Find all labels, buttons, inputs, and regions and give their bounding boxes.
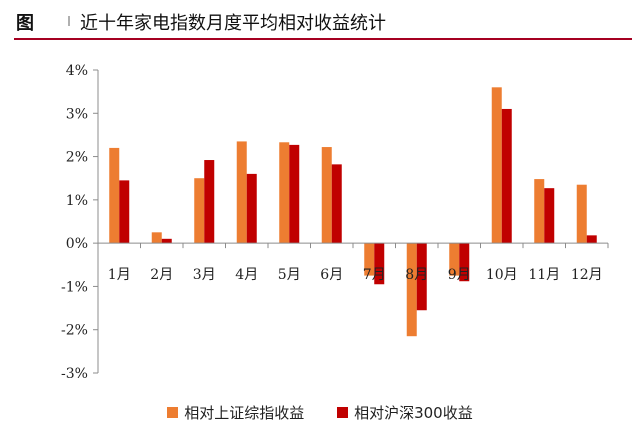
- x-category-label: 9月: [448, 267, 471, 283]
- bar-hs300: [289, 144, 300, 244]
- bar-shanghai: [321, 147, 332, 244]
- y-tick-label: 2%: [66, 150, 88, 166]
- bar-hs300: [416, 243, 427, 311]
- x-category-label: 8月: [405, 267, 428, 283]
- x-category-label: 10月: [486, 267, 518, 283]
- bar-hs300: [119, 180, 130, 244]
- bar-shanghai: [279, 142, 290, 244]
- y-tick-label: -3%: [61, 366, 88, 382]
- bar-shanghai: [491, 87, 502, 244]
- x-category-label: 2月: [150, 267, 173, 283]
- y-tick-label: 1%: [66, 193, 88, 209]
- title-separator: [68, 16, 70, 26]
- bar-hs300: [246, 173, 257, 244]
- bar-hs300: [204, 160, 215, 244]
- x-category-label: 5月: [278, 267, 301, 283]
- x-category-label: 12月: [571, 267, 603, 283]
- bar-hs300: [374, 243, 385, 285]
- chart-title: 近十年家电指数月度平均相对收益统计: [80, 13, 386, 34]
- x-category-label: 4月: [235, 267, 258, 283]
- x-category-label: 3月: [193, 267, 216, 283]
- x-category-label: 1月: [108, 267, 131, 283]
- y-tick-label: -1%: [61, 279, 88, 295]
- legend-label-shanghai: 相对上证综指收益: [184, 404, 305, 422]
- x-category-label: 6月: [320, 267, 343, 283]
- y-tick-label: 4%: [66, 63, 88, 79]
- bar-shanghai: [236, 141, 247, 244]
- bar-shanghai: [449, 243, 460, 276]
- legend-swatch-hs300: [337, 407, 349, 418]
- bar-shanghai: [151, 232, 162, 244]
- y-tick-label: -2%: [61, 323, 88, 339]
- x-category-label: 11月: [528, 267, 560, 283]
- y-tick-label: 0%: [66, 236, 88, 252]
- bar-shanghai: [406, 243, 417, 337]
- bar-hs300: [161, 238, 172, 244]
- bar-shanghai: [576, 184, 587, 244]
- y-tick-label: 3%: [66, 106, 88, 122]
- legend: 相对上证综指收益 相对沪深300收益: [0, 402, 640, 423]
- bar-hs300: [544, 188, 555, 244]
- bar-shanghai: [109, 147, 120, 244]
- x-category-label: 7月: [363, 267, 386, 283]
- figure-label: 图: [16, 13, 34, 34]
- bar-hs300: [586, 235, 597, 244]
- legend-item-hs300: 相对沪深300收益: [337, 402, 473, 423]
- title-bar: 图 近十年家电指数月度平均相对收益统计: [14, 4, 632, 40]
- legend-label-hs300: 相对沪深300收益: [354, 404, 473, 422]
- bar-hs300: [501, 108, 512, 244]
- legend-swatch-shanghai: [167, 407, 179, 418]
- bar-hs300: [459, 243, 470, 282]
- bar-shanghai: [194, 178, 205, 244]
- legend-item-shanghai: 相对上证综指收益: [167, 402, 304, 423]
- bar-hs300: [331, 164, 342, 244]
- bar-shanghai: [534, 179, 545, 244]
- bar-shanghai: [364, 243, 375, 276]
